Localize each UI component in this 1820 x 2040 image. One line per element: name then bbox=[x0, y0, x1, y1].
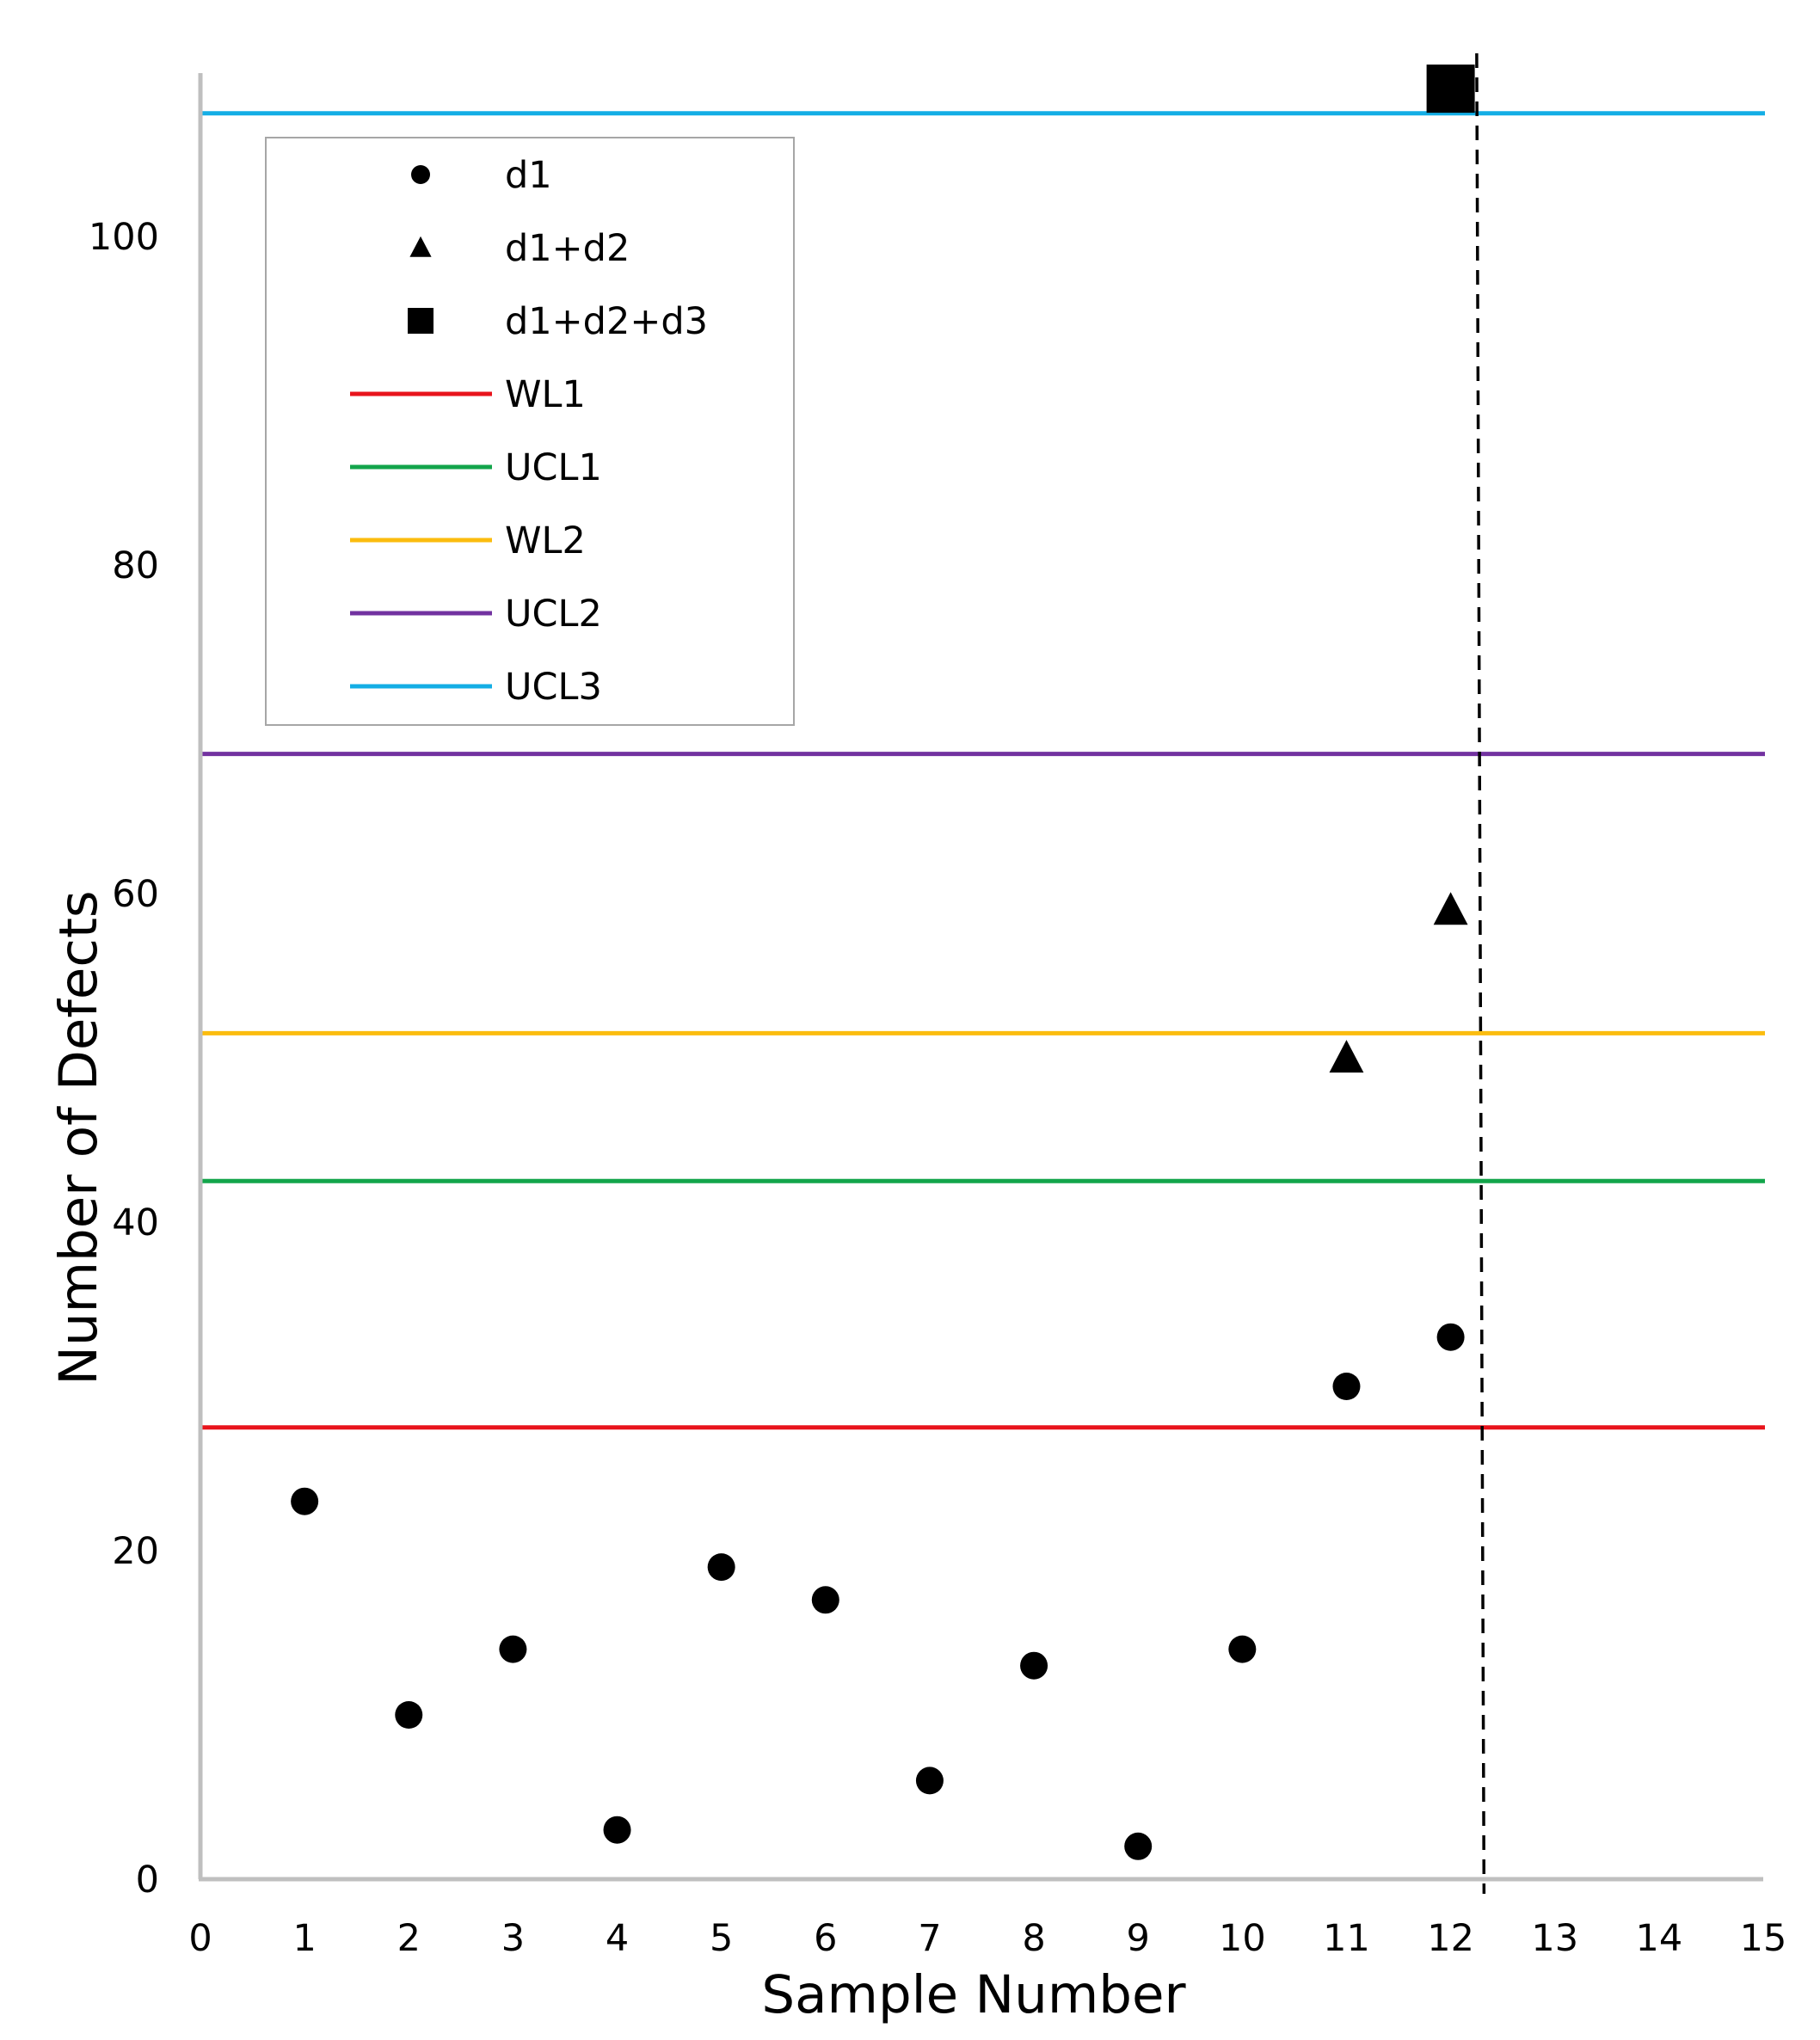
y-tick-label: 60 bbox=[112, 873, 159, 916]
data-point-circle bbox=[1436, 1323, 1465, 1351]
y-tick-label: 20 bbox=[112, 1530, 159, 1573]
data-point-circle bbox=[707, 1553, 735, 1582]
legend-marker-circle bbox=[411, 165, 430, 184]
data-point-circle bbox=[915, 1767, 944, 1795]
x-tick-label: 8 bbox=[1022, 1917, 1045, 1960]
y-tick-label: 80 bbox=[112, 544, 159, 587]
legend-label: d1 bbox=[505, 154, 552, 197]
data-point-circle bbox=[1020, 1651, 1048, 1680]
legend-label: UCL3 bbox=[505, 666, 602, 709]
legend-label: d1+d2 bbox=[505, 227, 630, 270]
y-tick-label: 40 bbox=[112, 1201, 159, 1244]
legend-label: WL1 bbox=[505, 373, 586, 416]
legend-label: UCL2 bbox=[505, 593, 602, 636]
data-point-circle bbox=[291, 1487, 319, 1515]
data-point-circle bbox=[1228, 1635, 1257, 1663]
legend-label: d1+d2+d3 bbox=[505, 300, 708, 343]
data-point-circle bbox=[395, 1701, 423, 1729]
vertical-line-layer bbox=[1475, 52, 1486, 1895]
x-tick-label: 12 bbox=[1427, 1917, 1474, 1960]
legend-label: WL2 bbox=[505, 519, 586, 562]
x-tick-label: 4 bbox=[606, 1917, 629, 1960]
x-tick-label: 3 bbox=[501, 1917, 525, 1960]
data-points-layer bbox=[291, 65, 1475, 1860]
x-tick-label: 11 bbox=[1323, 1917, 1370, 1960]
y-tick-label: 0 bbox=[136, 1859, 159, 1902]
reference-lines-layer bbox=[200, 111, 1765, 1430]
data-point-square bbox=[1426, 65, 1475, 114]
x-tick-label: 0 bbox=[188, 1917, 212, 1960]
x-tick-label: 1 bbox=[292, 1917, 316, 1960]
data-point-circle bbox=[811, 1586, 839, 1614]
vertical-dashed-line bbox=[1475, 52, 1486, 1895]
x-tick-label: 14 bbox=[1636, 1917, 1683, 1960]
x-tick-label: 7 bbox=[918, 1917, 941, 1960]
data-point-circle bbox=[603, 1816, 631, 1844]
data-point-circle bbox=[1332, 1373, 1361, 1400]
legend: d1 d1+d2 d1+d2+d3 WL1 UCL1 WL2 UCL2 UCL3 bbox=[265, 137, 795, 726]
legend-box bbox=[265, 137, 795, 726]
x-tick-label: 5 bbox=[710, 1917, 733, 1960]
y-tick-label: 100 bbox=[89, 216, 159, 259]
legend-marker-triangle bbox=[409, 236, 432, 257]
data-point-triangle bbox=[1433, 892, 1468, 925]
x-tick-label: 15 bbox=[1740, 1917, 1787, 1960]
data-point-triangle bbox=[1329, 1040, 1364, 1073]
x-tick-label: 6 bbox=[814, 1917, 837, 1960]
x-tick-label: 10 bbox=[1219, 1917, 1266, 1960]
data-point-circle bbox=[1124, 1832, 1153, 1860]
legend-label: UCL1 bbox=[505, 446, 602, 489]
x-tick-label: 13 bbox=[1531, 1917, 1578, 1960]
y-axis-title: Number of Defects bbox=[48, 890, 109, 1385]
x-tick-label: 2 bbox=[397, 1917, 421, 1960]
x-tick-label: 9 bbox=[1127, 1917, 1150, 1960]
axes-layer bbox=[198, 73, 1763, 1882]
x-axis-title: Sample Number bbox=[761, 1964, 1186, 2025]
data-point-circle bbox=[499, 1635, 527, 1663]
legend-items: d1 d1+d2 d1+d2+d3 WL1 UCL1 WL2 UCL2 UCL3 bbox=[350, 154, 708, 709]
legend-marker-square bbox=[408, 308, 433, 334]
